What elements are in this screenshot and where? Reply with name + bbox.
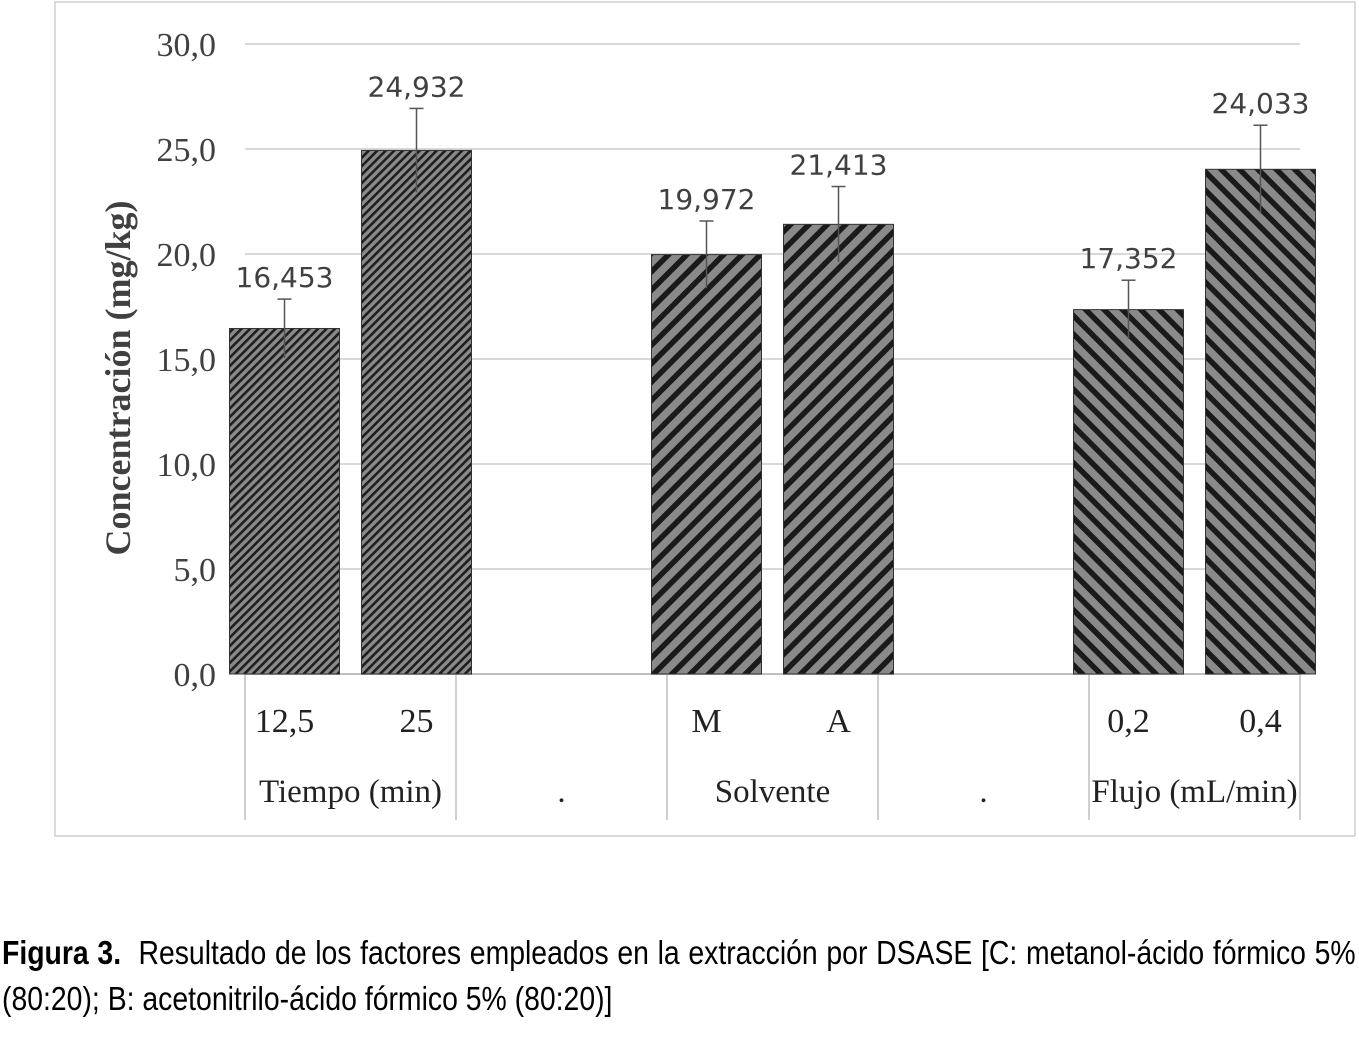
y-tick-label: 25,0: [157, 132, 217, 169]
group-label: Solvente: [715, 774, 830, 810]
bar: [783, 223, 894, 675]
group-label: Tiempo (min): [259, 774, 442, 810]
group-label: .: [979, 774, 987, 810]
data-label: 24,033: [1212, 87, 1310, 120]
bars: [229, 107, 1316, 675]
bar: [361, 149, 472, 675]
bar: [1205, 168, 1316, 675]
category-axis: Tiempo (min) 12,5 25. Solvente M A. Flujo (mL/…: [244, 673, 1301, 820]
y-axis-title: Concentración (mg/kg): [98, 201, 138, 556]
x-tick-label: 0,2: [1107, 703, 1150, 740]
x-tick-label: 12,5: [255, 703, 315, 740]
chart-figure: 0,0 5,0 10,0 15,0 20,0 25,0 30,0 Tiempo (min) 1…: [54, 1, 1356, 837]
y-tick-label: 30,0: [157, 27, 217, 64]
chart-border: [54, 1, 1356, 837]
y-tick-label: 0,0: [174, 657, 217, 694]
group-label: Flujo (mL/min): [1091, 774, 1297, 810]
x-tick-label: 0,4: [1239, 703, 1282, 740]
caption-label: Figura 3.: [2, 934, 122, 971]
data-label: 19,972: [658, 183, 756, 216]
y-tick-label: 10,0: [157, 447, 217, 484]
y-axis-ticks: 0,0 5,0 10,0 15,0 20,0 25,0 30,0: [157, 27, 217, 694]
figure-caption: Figura 3. Resultado de los factores empl…: [2, 930, 1356, 1022]
x-tick-label: A: [826, 703, 851, 740]
caption-text: Resultado de los factores empleados en l…: [2, 934, 1356, 1017]
y-tick-label: 5,0: [174, 552, 217, 589]
bar: [1073, 309, 1184, 675]
x-tick-label: 25: [400, 703, 434, 740]
bar: [651, 254, 762, 675]
group-label: .: [557, 774, 565, 810]
data-label: 17,352: [1080, 242, 1178, 275]
y-tick-label: 15,0: [157, 342, 217, 379]
data-labels: 16,453 24,932 19,972 21,413 17,352 24,033: [236, 70, 1310, 294]
x-tick-label: M: [691, 703, 721, 740]
bar: [229, 327, 340, 675]
data-label: 21,413: [790, 149, 888, 182]
y-tick-label: 20,0: [157, 237, 217, 274]
bar-chart: 0,0 5,0 10,0 15,0 20,0 25,0 30,0 Tiempo (min) 1…: [54, 1, 1356, 837]
data-label: 24,932: [368, 70, 466, 103]
data-label: 16,453: [236, 261, 334, 294]
